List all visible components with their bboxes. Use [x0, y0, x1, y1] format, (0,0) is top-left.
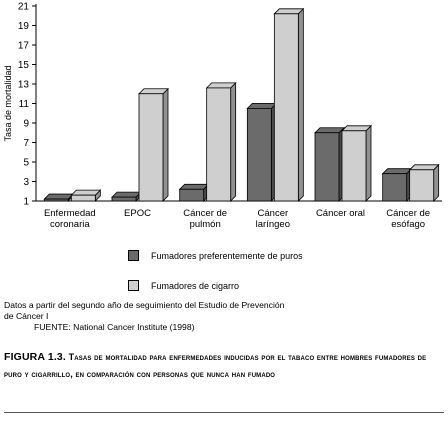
x-tick-label-3-1: laríngeo	[256, 219, 290, 230]
y-tick-label-15: 15	[18, 60, 30, 71]
x-tick-label-4-0: Cáncer oral	[316, 208, 365, 219]
y-tick-label-5: 5	[23, 158, 29, 169]
figure-number: Figura 1.3.	[4, 351, 66, 363]
bar-s1-c1	[138, 93, 164, 202]
bar-top-s0-c1	[111, 191, 142, 198]
bar-s1-c5	[409, 169, 435, 202]
y-tick-label-21: 21	[18, 2, 30, 13]
bar-side-s1-c2	[230, 81, 237, 202]
bar-s1-c2	[206, 87, 232, 202]
bar-s0-c4	[314, 132, 340, 202]
x-tick-label-1-0: EPOC	[124, 208, 151, 219]
x-tick-label-3-0: Cáncer	[258, 208, 289, 219]
y-tick-label-17: 17	[18, 41, 30, 52]
figure-caption: Figura 1.3. Tasas de mortalidad para enf…	[4, 349, 444, 383]
bar-top-s0-c3	[246, 102, 278, 109]
bar-s0-c5	[382, 173, 408, 202]
bar-top-s1-c3	[273, 8, 305, 15]
legend-label-cigar: Fumadores preferentemente de puros	[151, 250, 303, 261]
bar-top-s1-c0	[70, 189, 102, 196]
bar-s0-c0	[43, 198, 69, 202]
bar-top-s0-c0	[43, 193, 75, 200]
legend-swatch-cigarette	[128, 280, 139, 291]
x-tick-label-0-1: coronaria	[50, 219, 90, 230]
y-tick-label-11: 11	[19, 99, 30, 110]
bar-s1-c3	[273, 13, 299, 202]
legend-item-cigarette: Fumadores de cigarro	[128, 280, 239, 291]
y-tick-label-3: 3	[23, 177, 29, 188]
bar-side-s1-c1	[162, 87, 169, 202]
bar-s0-c1	[111, 196, 137, 202]
caption-divider	[4, 412, 444, 413]
x-tick-label-2-1: pulmón	[190, 219, 221, 230]
bar-top-s0-c2	[178, 183, 210, 190]
bar-s1-c0	[70, 194, 96, 202]
figure-title: Tasas de mortalidad para enfermedades in…	[4, 352, 427, 379]
bar-top-s1-c5	[408, 164, 440, 171]
bar-side-s1-c3	[297, 7, 304, 202]
legend-swatch-cigar	[128, 250, 139, 261]
source-credit: FUENTE: National Cancer Institute (1998)	[34, 322, 195, 332]
x-tick-label-5-1: esófago	[391, 219, 425, 230]
y-tick-label-9: 9	[23, 119, 29, 130]
x-tick-label-2-0: Cáncer de	[183, 208, 227, 219]
y-tick-label-13: 13	[18, 80, 30, 91]
y-tick-label-1: 1	[23, 197, 29, 208]
legend-label-cigarette: Fumadores de cigarro	[151, 280, 240, 291]
x-tick-label-0-0: Enfermedad	[44, 208, 96, 219]
bar-s1-c4	[341, 130, 367, 202]
x-tick-label-5-0: Cáncer de	[386, 208, 430, 219]
legend-item-cigar: Fumadores preferentemente de puros	[128, 250, 303, 261]
y-tick-label-19: 19	[18, 21, 30, 32]
y-tick-label-7: 7	[23, 138, 29, 149]
bar-top-s1-c2	[205, 82, 237, 89]
bar-s0-c2	[179, 188, 205, 202]
source-note-line2: de Cáncer I	[4, 311, 49, 321]
bar-side-s1-c5	[433, 163, 440, 202]
bar-top-s1-c1	[138, 88, 169, 95]
y-axis-label: Tasa de mortalidad	[3, 65, 13, 141]
bar-side-s1-c4	[365, 124, 372, 202]
source-note-line1: Datos a partir del segundo año de seguim…	[4, 300, 285, 310]
bar-top-s1-c4	[341, 125, 372, 132]
bar-s0-c3	[246, 107, 272, 202]
bar-top-s0-c5	[381, 168, 413, 175]
bar-top-s0-c4	[314, 127, 345, 134]
